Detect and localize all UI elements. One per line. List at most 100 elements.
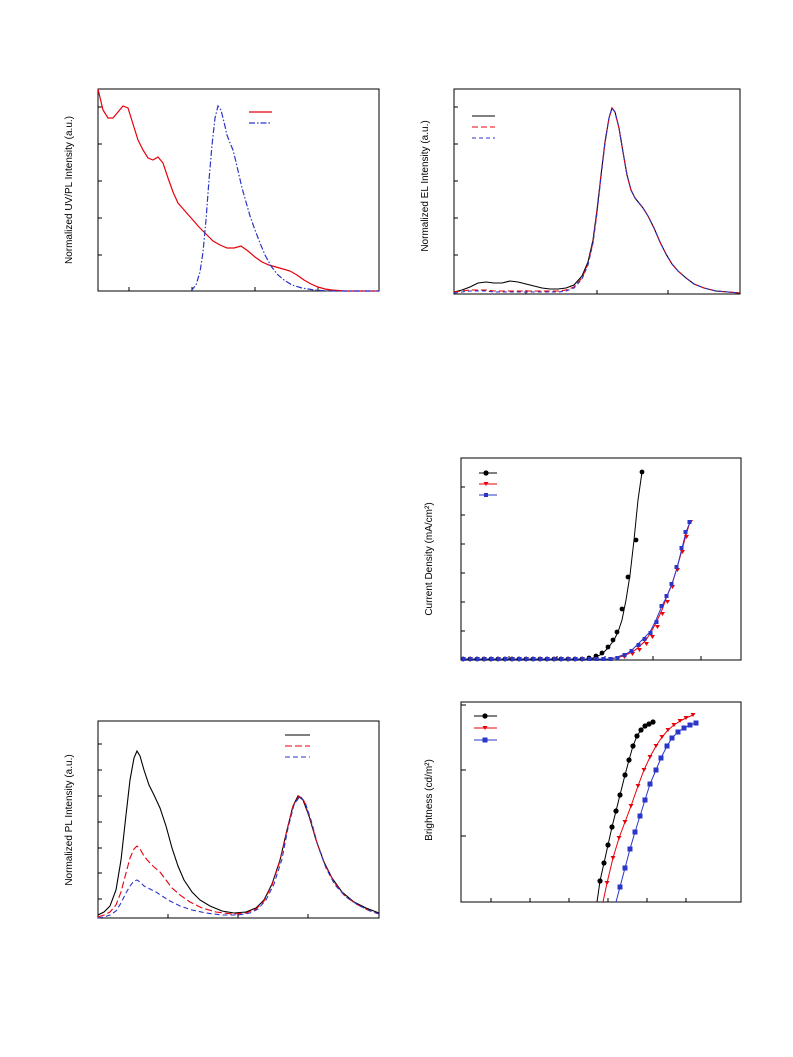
legend	[479, 470, 497, 497]
point	[622, 865, 628, 871]
panel-brightness: Brightness (cd/m²)	[424, 701, 742, 903]
point	[622, 653, 627, 657]
point	[653, 767, 659, 773]
point	[627, 846, 633, 852]
point	[510, 657, 515, 661]
point	[599, 650, 605, 656]
point	[646, 721, 652, 727]
plot-frame	[97, 88, 380, 292]
legend	[285, 734, 310, 758]
point	[637, 648, 642, 652]
point	[617, 792, 623, 798]
y-axis-label: Normalized UV/PL Intensity (a.u.)	[64, 116, 75, 264]
point	[609, 824, 615, 830]
point	[625, 574, 631, 580]
point	[604, 881, 610, 885]
jv-line-blue	[461, 521, 691, 660]
point	[647, 781, 653, 787]
y-axis-label: Normalized PL Intensity (a.u.)	[64, 754, 75, 885]
point	[496, 657, 501, 661]
point	[605, 842, 611, 848]
point	[524, 657, 529, 661]
point	[475, 657, 480, 661]
pl-line-black	[97, 749, 380, 916]
point	[626, 757, 632, 763]
lv-line-black	[596, 721, 654, 903]
point	[552, 657, 557, 661]
panel-pl: Normalized PL Intensity (a.u.)	[64, 720, 380, 919]
point	[677, 719, 683, 723]
point	[684, 535, 689, 539]
point	[690, 713, 696, 717]
legend-marker-red	[482, 726, 488, 730]
x-ticks	[128, 287, 319, 291]
point	[687, 722, 693, 728]
y-ticks	[98, 106, 102, 256]
point	[659, 735, 665, 739]
point	[605, 644, 611, 650]
point	[619, 606, 625, 612]
plot-frame	[97, 720, 380, 919]
y-axis-label: Brightness (cd/m²)	[424, 759, 435, 841]
point	[482, 657, 487, 661]
el-line-blue	[453, 106, 741, 294]
point	[655, 625, 660, 629]
point	[566, 657, 571, 661]
legend-marker-blue	[482, 737, 488, 743]
point	[681, 725, 687, 731]
point	[616, 836, 622, 840]
plot-frame	[460, 457, 742, 661]
point	[633, 537, 639, 543]
lv-markers-red	[604, 713, 696, 885]
point	[545, 657, 550, 661]
lv-line-blue	[615, 722, 697, 903]
pl-emission-line	[190, 104, 379, 292]
point	[629, 649, 634, 653]
jv-line-red	[461, 521, 691, 660]
panel-el: Normalized EL Intensity (a.u.)	[420, 88, 741, 295]
point	[622, 820, 628, 824]
legend	[474, 713, 497, 743]
y-ticks	[461, 704, 466, 837]
legend-marker-black	[483, 470, 489, 476]
plot-frame	[460, 701, 742, 903]
pl-line-blue	[97, 795, 380, 919]
y-ticks	[461, 486, 465, 632]
point	[639, 469, 645, 475]
y-ticks	[98, 743, 102, 900]
point	[634, 733, 640, 739]
point	[642, 797, 648, 803]
point	[614, 629, 620, 635]
plot-frame	[453, 88, 741, 295]
pl-line-red	[97, 795, 380, 918]
point	[648, 631, 653, 635]
point	[573, 657, 578, 661]
point	[642, 637, 647, 641]
point	[637, 813, 643, 819]
point	[644, 642, 649, 646]
point	[680, 550, 685, 554]
jv-markers-red	[461, 520, 693, 661]
point	[638, 727, 644, 733]
y-axis-label: Normalized EL Intensity (a.u.)	[420, 120, 431, 251]
point	[615, 656, 620, 660]
legend-marker-red	[483, 482, 489, 486]
point	[636, 643, 641, 647]
point	[468, 657, 473, 661]
point	[687, 520, 692, 524]
point	[594, 657, 599, 661]
point	[601, 657, 606, 661]
point	[650, 635, 655, 639]
point	[674, 565, 679, 569]
point	[679, 546, 684, 550]
y-axis-label: Current Density (mA/cm²)	[424, 502, 435, 615]
point	[665, 728, 671, 732]
panel-uv-pl: Normalized UV/PL Intensity (a.u.)	[64, 88, 380, 292]
point	[660, 612, 665, 616]
point	[587, 657, 592, 661]
legend-marker-blue	[484, 493, 488, 497]
point	[632, 829, 638, 835]
jv-markers-blue	[461, 520, 692, 661]
legend-marker-black	[482, 713, 488, 719]
